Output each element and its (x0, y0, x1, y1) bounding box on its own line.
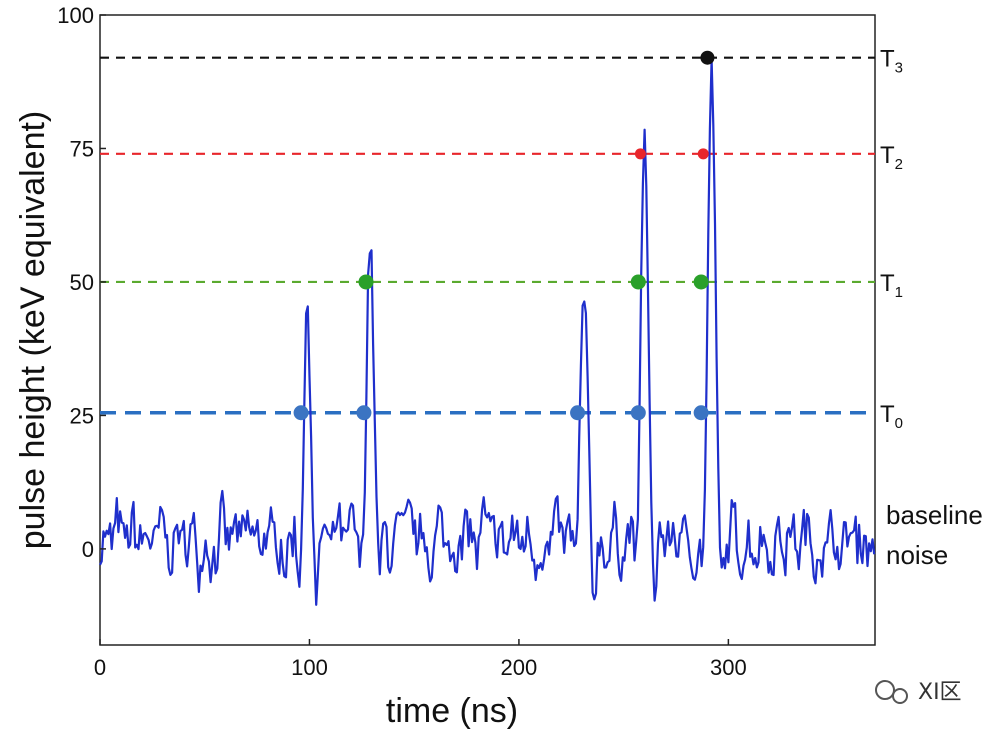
y-tick-label: 100 (57, 3, 94, 28)
baseline-noise-label-line1: baseline (886, 500, 983, 530)
y-tick-label: 25 (70, 403, 94, 428)
threshold-label-t1: T1 (880, 270, 903, 301)
x-axis-title: time (ns) (386, 692, 518, 730)
plot-border (99, 14, 876, 646)
threshold-label-t0: T0 (880, 401, 903, 432)
axis-ticks: 0 100 200 300 0 25 50 75 100 (57, 3, 746, 680)
threshold-crossing-point (697, 148, 709, 160)
threshold-crossing-point (634, 148, 646, 160)
wechat-icon-bubble (892, 688, 908, 704)
pulse-signal-line (99, 58, 876, 606)
y-tick-label: 50 (70, 270, 94, 295)
crossing-points (293, 50, 715, 421)
y-tick-label: 75 (70, 136, 94, 161)
y-tick-label: 0 (82, 537, 94, 562)
wechat-icon (875, 680, 895, 700)
watermark-text: XI区 (918, 680, 962, 705)
threshold-crossing-point (358, 274, 374, 290)
threshold-label-t2: T2 (880, 142, 903, 173)
threshold-crossing-point (630, 405, 646, 421)
y-axis-title: pulse height (keV equivalent) (14, 111, 52, 550)
x-tick-label: 300 (710, 655, 747, 680)
threshold-crossing-point (570, 405, 586, 421)
threshold-label-t3: T3 (880, 46, 903, 77)
threshold-crossing-point (693, 274, 709, 290)
baseline-noise-label-line2: noise (886, 540, 948, 570)
plot-frame (99, 14, 876, 646)
threshold-crossing-point (693, 405, 709, 421)
watermark: XI区 (875, 680, 962, 705)
x-tick-label: 0 (94, 655, 106, 680)
threshold-crossing-point (356, 405, 372, 421)
x-tick-label: 100 (291, 655, 328, 680)
threshold-crossing-point (293, 405, 309, 421)
threshold-crossing-point (630, 274, 646, 290)
threshold-crossing-point (700, 50, 715, 65)
threshold-labels: T0 T1 T2 T3 (880, 46, 903, 432)
signal-trace (99, 58, 876, 606)
threshold-lines (100, 56, 875, 415)
x-tick-label: 200 (501, 655, 538, 680)
